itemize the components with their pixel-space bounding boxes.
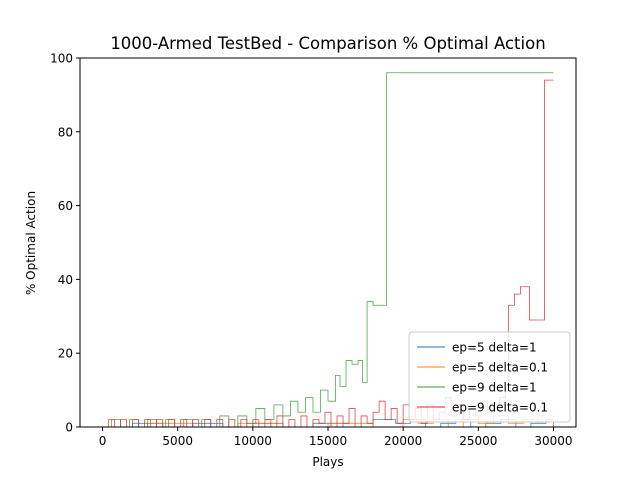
x-tick-label: 15000 (309, 434, 347, 448)
legend-label-4: ep=9 delta=0.1 (452, 401, 548, 415)
x-tick-label: 25000 (459, 434, 497, 448)
y-tick-label: 20 (58, 347, 73, 361)
y-axis-ticks: 0 20 40 60 80 100 (50, 52, 80, 435)
legend-label-3: ep=9 delta=1 (452, 381, 537, 395)
x-tick-label: 10000 (234, 434, 272, 448)
x-tick-label: 20000 (384, 434, 422, 448)
x-axis-label: Plays (312, 455, 343, 469)
x-tick-label: 5000 (162, 434, 193, 448)
y-tick-label: 0 (65, 421, 73, 435)
legend-label-1: ep=5 delta=1 (452, 341, 537, 355)
y-tick-label: 40 (58, 273, 73, 287)
y-tick-label: 60 (58, 199, 73, 213)
x-tick-label: 30000 (534, 434, 572, 448)
y-axis-label: % Optimal Action (24, 191, 38, 295)
legend-label-2: ep=5 delta=0.1 (452, 361, 548, 375)
y-tick-label: 100 (50, 52, 73, 66)
plot-area: 0 5000 10000 15000 20000 25000 30000 0 20 40 60 80… (50, 52, 577, 448)
legend-box (408, 331, 571, 423)
y-tick-label: 80 (58, 125, 73, 139)
legend: ep=5 delta=1 ep=5 delta=0.1 ep=9 delta=1 ep… (408, 331, 571, 423)
x-axis-ticks: 0 5000 10000 15000 20000 25000 30000 (99, 427, 573, 448)
chart-title: 1000-Armed TestBed - Comparison % Optima… (110, 34, 545, 53)
x-tick-label: 0 (99, 434, 107, 448)
